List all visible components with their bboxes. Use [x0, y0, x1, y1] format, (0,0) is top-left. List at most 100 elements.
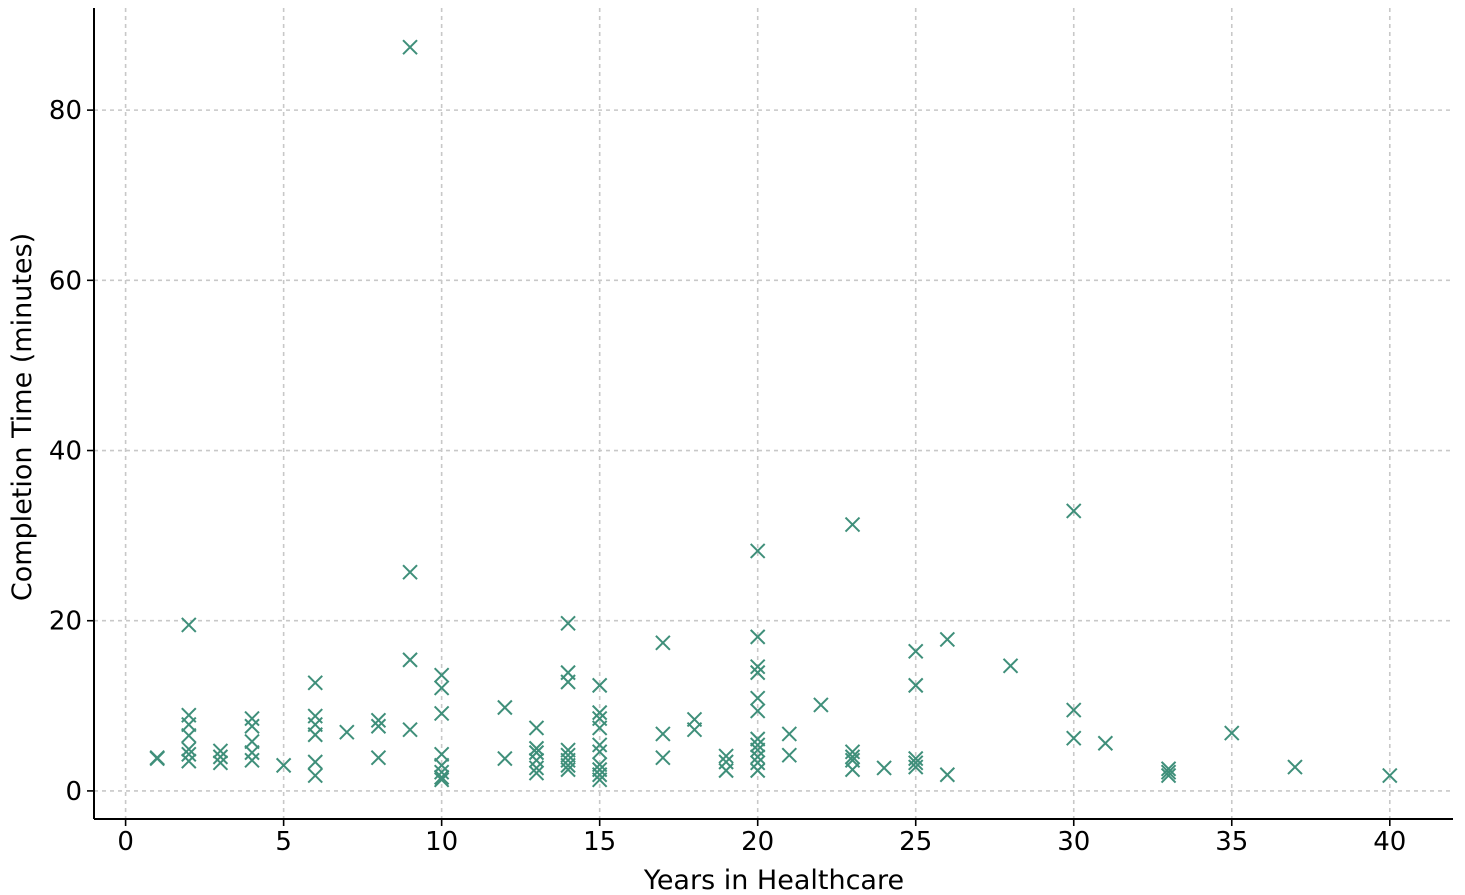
- y-tick-label: 60: [49, 266, 82, 296]
- data-point: [1066, 730, 1082, 746]
- x-tick-label: 40: [1373, 827, 1406, 857]
- x-tick-label: 20: [741, 827, 774, 857]
- data-point: [844, 761, 861, 778]
- data-point: [749, 731, 766, 747]
- data-point: [307, 727, 323, 743]
- data-point: [718, 748, 734, 764]
- data-point: [307, 767, 323, 784]
- data-point: [655, 726, 671, 742]
- data-point: [149, 750, 165, 766]
- y-tick-label: 40: [49, 437, 82, 467]
- data-point: [402, 564, 418, 580]
- data-point: [433, 667, 450, 683]
- data-point: [528, 752, 545, 768]
- data-point: [433, 769, 450, 786]
- data-point: [402, 652, 418, 668]
- data-point: [1066, 702, 1082, 718]
- data-point: [244, 718, 260, 734]
- data-point: [908, 759, 924, 775]
- data-point: [433, 680, 450, 696]
- data-point: [181, 753, 197, 769]
- x-tick-label: 35: [1215, 827, 1248, 857]
- data-point: [433, 764, 450, 780]
- x-tick-label: 30: [1057, 827, 1090, 857]
- axis-ticks: 0 5 10 15 20 25 30 35 40 0 20 40 60 80: [49, 96, 1406, 857]
- data-point: [212, 755, 229, 771]
- data-point: [655, 635, 671, 651]
- x-axis-label: Years in Healthcare: [643, 865, 904, 895]
- data-point: [749, 742, 766, 758]
- data-point: [1160, 767, 1177, 784]
- data-point: [591, 767, 608, 783]
- data-point: [307, 754, 323, 770]
- data-point: [244, 710, 260, 727]
- data-point: [433, 772, 450, 788]
- data-point: [749, 664, 766, 681]
- data-point: [528, 744, 545, 761]
- data-point: [749, 755, 766, 771]
- data-point: [908, 643, 924, 660]
- data-point: [212, 743, 229, 759]
- data-point: [686, 721, 703, 738]
- data-point: [844, 749, 861, 765]
- x-tick-label: 5: [275, 827, 292, 857]
- x-tick-label: 25: [899, 827, 932, 857]
- data-point: [370, 750, 387, 766]
- data-point: [939, 767, 956, 783]
- y-axis-label: Completion Time (minutes): [7, 233, 38, 601]
- data-point: [528, 765, 545, 781]
- data-point: [433, 757, 450, 774]
- data-point: [749, 762, 766, 779]
- y-tick-label: 0: [65, 777, 82, 807]
- data-point: [876, 760, 892, 776]
- data-point: [749, 737, 766, 753]
- data-point: [497, 699, 513, 716]
- data-point: [560, 761, 576, 778]
- data-point: [181, 727, 197, 744]
- data-point: [339, 724, 355, 740]
- data-point: [781, 747, 798, 763]
- x-tick-label: 10: [425, 827, 458, 857]
- data-point: [813, 697, 829, 713]
- data-point: [402, 39, 418, 55]
- data-point: [402, 721, 418, 738]
- data-point: [749, 658, 766, 675]
- y-tick-label: 20: [49, 607, 82, 637]
- data-point: [908, 755, 924, 771]
- data-point: [1224, 725, 1240, 741]
- data-point: [275, 757, 292, 774]
- data-point: [591, 704, 608, 721]
- gridlines: [94, 8, 1453, 819]
- data-point: [655, 750, 671, 766]
- data-point: [307, 675, 323, 691]
- data-point: [908, 677, 924, 694]
- data-point: [591, 737, 608, 753]
- x-tick-label: 0: [117, 827, 134, 857]
- data-point: [591, 677, 608, 694]
- data-point: [1160, 761, 1177, 777]
- y-tick-label: 80: [49, 96, 82, 126]
- data-point: [749, 543, 766, 559]
- data-point: [560, 615, 576, 631]
- data-points: [149, 39, 1398, 788]
- x-tick-label: 15: [583, 827, 616, 857]
- data-point: [939, 631, 956, 648]
- data-point: [718, 762, 734, 779]
- data-point: [781, 726, 798, 742]
- data-point: [1066, 503, 1082, 519]
- data-point: [244, 752, 260, 768]
- data-point: [370, 712, 387, 728]
- data-point: [244, 733, 260, 750]
- data-point: [370, 718, 387, 734]
- data-point: [1287, 759, 1303, 775]
- data-point: [1002, 658, 1019, 674]
- data-point: [433, 705, 450, 722]
- data-point: [1097, 735, 1114, 751]
- data-point: [433, 746, 450, 763]
- data-point: [560, 674, 576, 690]
- axes: [93, 8, 1453, 820]
- data-point: [1382, 767, 1398, 784]
- data-point: [591, 744, 608, 760]
- data-point: [212, 749, 229, 765]
- data-point: [528, 740, 545, 757]
